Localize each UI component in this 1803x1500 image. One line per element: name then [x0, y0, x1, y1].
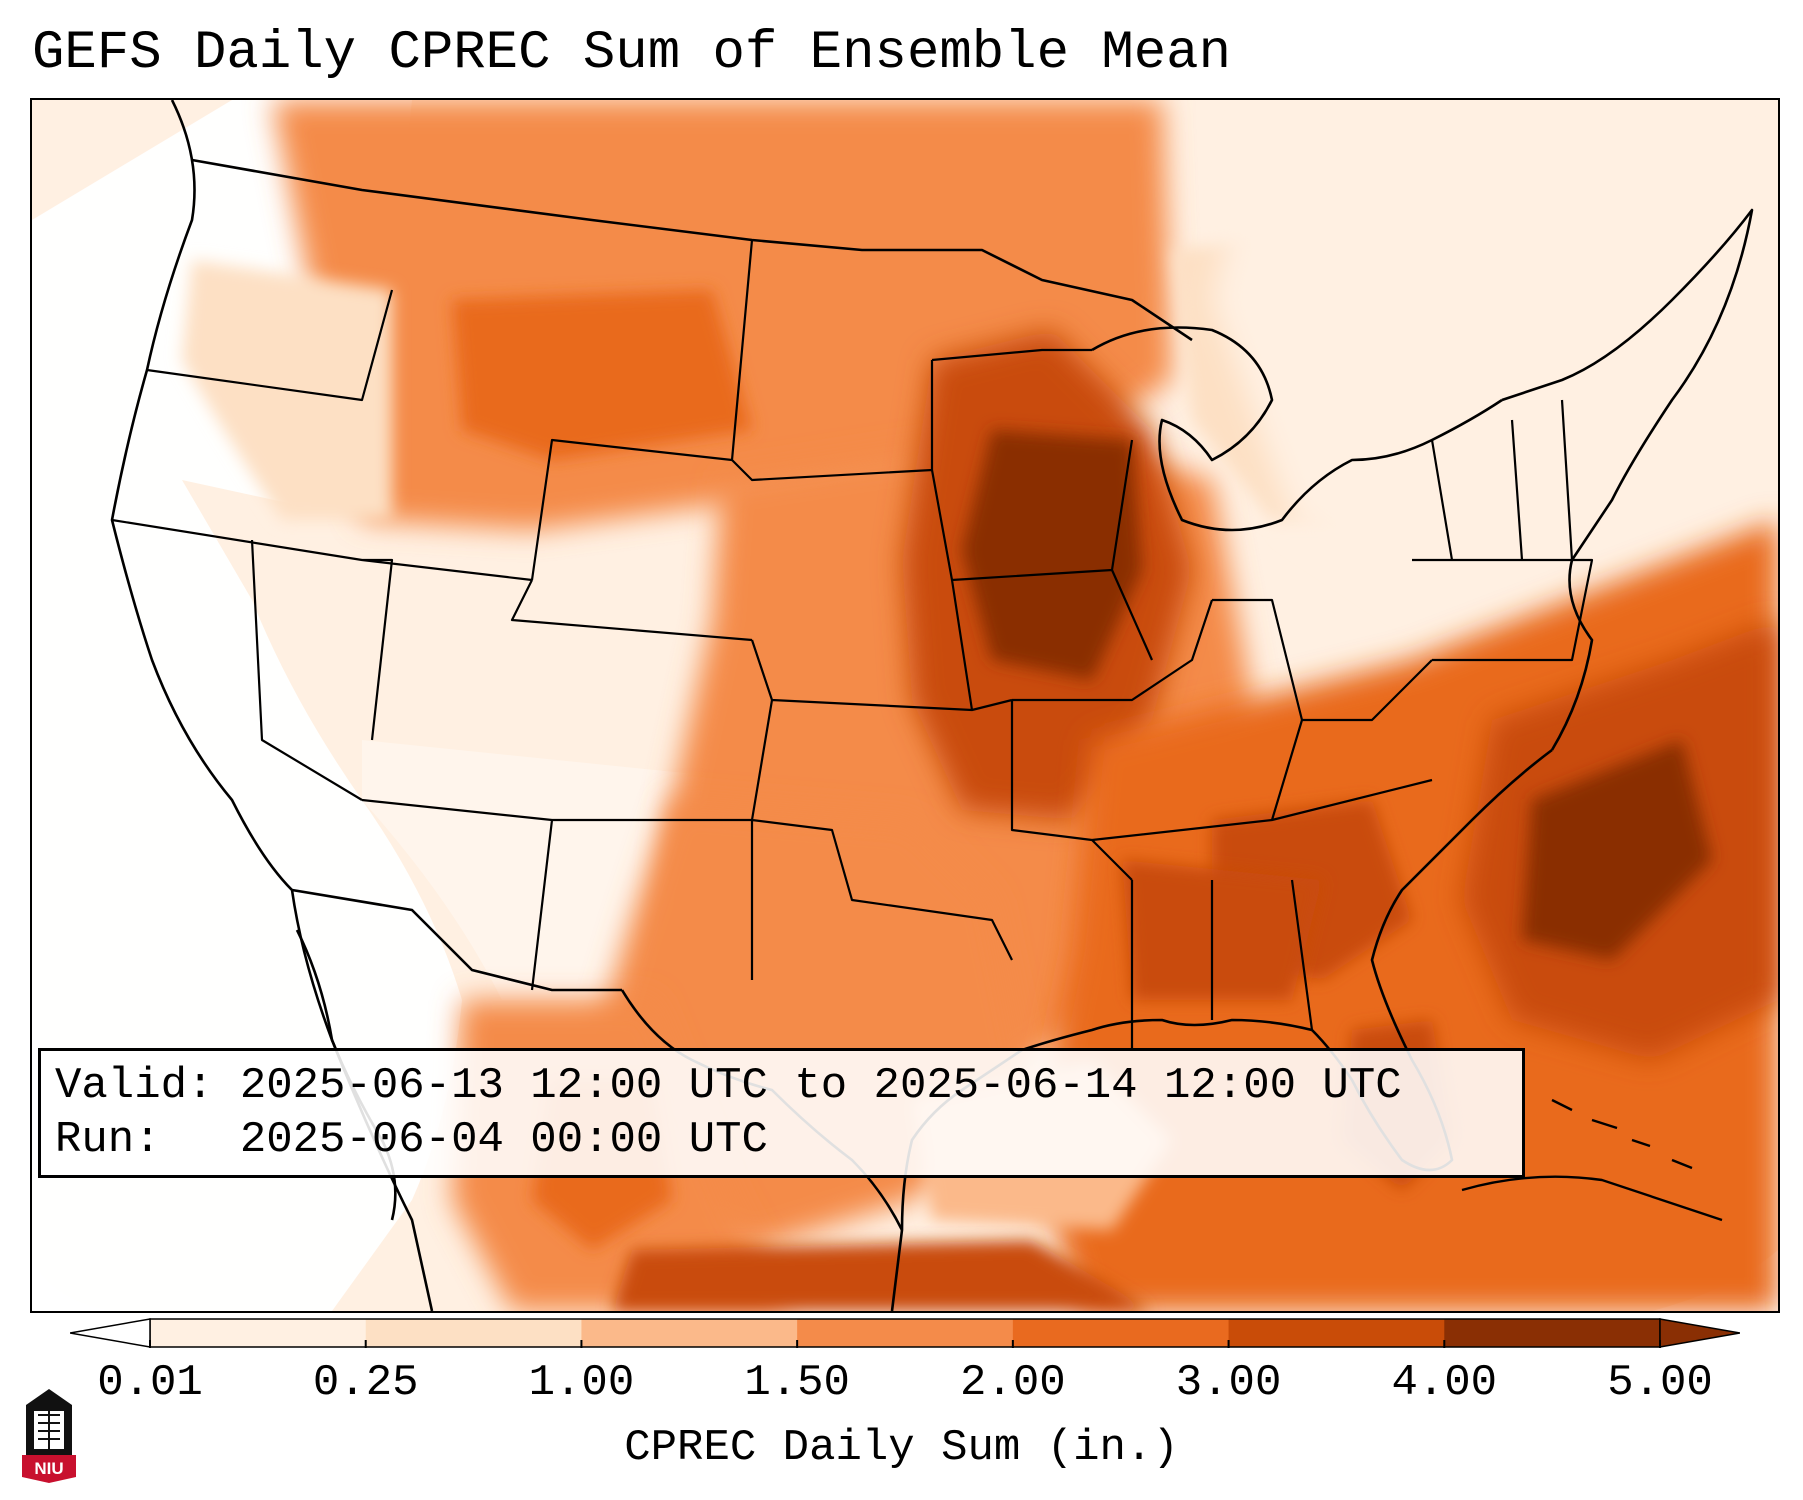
caribbean-islands	[1461, 1098, 1723, 1222]
northeast-pale	[1212, 100, 1778, 640]
precip-field	[32, 100, 1778, 1311]
colorbar-over-triangle	[1659, 1318, 1740, 1348]
montana-core	[452, 290, 752, 460]
colorbar-tick-label: 5.00	[1607, 1358, 1713, 1408]
colorbar-segment	[1012, 1319, 1230, 1347]
valid-label: Valid:	[55, 1061, 214, 1111]
colorbar-tick-label: 1.00	[528, 1358, 635, 1408]
colorbar	[70, 1318, 1740, 1348]
iowa-core	[962, 430, 1142, 680]
logo-window-grid-icon	[38, 1411, 60, 1449]
bahamas	[1551, 1098, 1693, 1170]
run-row: Run: 2025-06-04 00:00 UTC	[55, 1113, 1508, 1167]
colorbar-segment	[1444, 1319, 1661, 1347]
logo-banner-icon	[22, 1455, 76, 1483]
colorbar-segments	[149, 1318, 1661, 1348]
colorbar-segment	[365, 1319, 582, 1347]
logo-text: NIU	[34, 1459, 63, 1478]
deep-south-core	[1122, 860, 1322, 1000]
colorbar-tick-label: 0.01	[97, 1358, 203, 1408]
colorbar-segment	[797, 1319, 1014, 1347]
valid-run-info-box: Valid: 2025-06-13 12:00 UTC to 2025-06-1…	[38, 1048, 1525, 1178]
colorbar-segment	[150, 1319, 367, 1347]
colorbar-label: CPREC Daily Sum (in.)	[624, 1423, 1179, 1473]
colorbar-ticks	[149, 1340, 1661, 1348]
colorbar-tick-label: 0.25	[312, 1358, 419, 1408]
colorbar-tick-label: 3.00	[1175, 1358, 1282, 1408]
colorbar-tick-label: 1.50	[744, 1358, 850, 1408]
colorbar-segment	[581, 1319, 798, 1347]
canada-border	[191, 158, 1193, 342]
mexico-border-west	[291, 888, 622, 992]
niu-logo: NIU	[22, 1389, 76, 1483]
great-lakes-shore	[1091, 326, 1503, 532]
valid-row: Valid: 2025-06-13 12:00 UTC to 2025-06-1…	[55, 1059, 1508, 1113]
colorbar-tick-label: 2.00	[960, 1358, 1066, 1408]
colorbar-under-triangle	[70, 1318, 151, 1348]
colorbar-segment	[1228, 1319, 1445, 1347]
plot-title: GEFS Daily CPREC Sum of Ensemble Mean	[32, 23, 1231, 84]
run-value: 2025-06-04 00:00 UTC	[239, 1115, 768, 1165]
valid-value: 2025-06-13 12:00 UTC to 2025-06-14 12:00…	[239, 1061, 1402, 1111]
cuba	[1461, 1175, 1723, 1222]
colorbar-tick-label: 4.00	[1391, 1358, 1498, 1408]
state-lines	[111, 239, 1594, 1050]
atlantic-core	[1522, 740, 1712, 960]
west-dry-zone	[32, 100, 462, 1311]
run-label: Run:	[55, 1115, 161, 1165]
west-coastline	[110, 100, 434, 1311]
northeast-coast	[1501, 208, 1754, 751]
bottom-core	[612, 1240, 1152, 1311]
